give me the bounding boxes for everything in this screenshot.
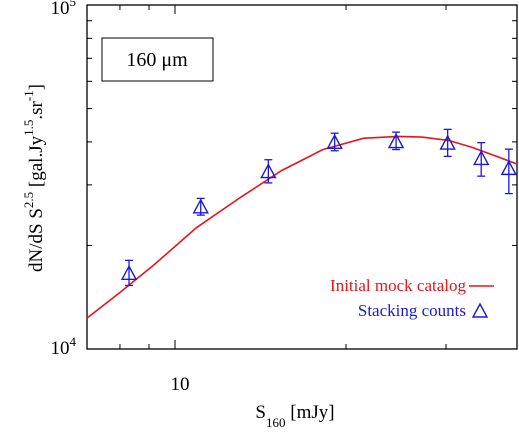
legend: Initial mock catalog Stacking counts	[330, 276, 494, 320]
x-tick-label-10: 10	[171, 374, 190, 395]
annotation-label: 160 μm	[126, 49, 188, 71]
y-tick-label-1e4: 104	[51, 334, 77, 359]
plot-frame	[86, 4, 518, 350]
data-point-stacking	[192, 198, 209, 214]
y-axis-label: dN/dS S2.5 [gal.Jy1.5.sr-1]	[21, 84, 47, 272]
data-point-stacking	[439, 134, 456, 150]
data-point-stacking	[260, 163, 277, 179]
series-line-mock-catalog	[86, 135, 518, 319]
legend-label-stacking: Stacking counts	[358, 301, 466, 320]
x-axis-label: S160 [mJy]	[255, 402, 334, 430]
data-point-stacking	[387, 133, 405, 149]
y-tick-label-1e5: 105	[51, 0, 77, 19]
axis-ticks	[86, 4, 518, 350]
annotation-box	[101, 37, 214, 82]
legend-label-mock: Initial mock catalog	[330, 276, 466, 295]
data-point-stacking	[473, 149, 490, 166]
data-point-stacking	[120, 264, 138, 280]
data-point-stacking	[326, 133, 343, 149]
legend-swatch-stacking	[471, 302, 489, 318]
chart-marks	[86, 128, 518, 319]
data-point-stacking	[500, 159, 518, 176]
